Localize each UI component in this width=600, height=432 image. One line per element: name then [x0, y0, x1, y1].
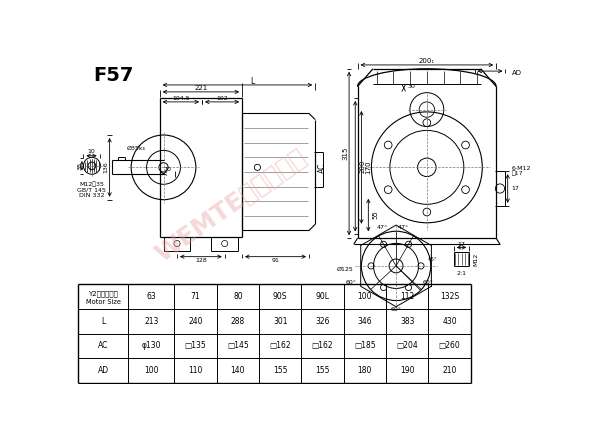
Text: 深17: 深17: [512, 171, 523, 176]
Text: 104.5: 104.5: [172, 95, 190, 101]
Text: 60°: 60°: [346, 280, 357, 286]
Text: WEMTE瓦玛特传动: WEMTE瓦玛特传动: [151, 145, 310, 267]
Text: 180: 180: [358, 366, 372, 375]
Text: 2:1: 2:1: [457, 271, 467, 276]
Text: 17: 17: [512, 186, 520, 191]
Text: □162: □162: [269, 341, 291, 350]
Text: 38: 38: [77, 162, 82, 170]
Text: AC: AC: [98, 341, 108, 350]
Text: 110: 110: [188, 366, 203, 375]
Text: 200₁: 200₁: [419, 58, 435, 64]
Text: 430: 430: [442, 317, 457, 326]
Text: 315: 315: [342, 147, 348, 160]
Text: 170: 170: [365, 161, 371, 174]
Text: L: L: [101, 317, 105, 326]
Text: 200: 200: [360, 159, 366, 173]
Text: L: L: [251, 76, 255, 86]
Text: 90L: 90L: [316, 292, 329, 301]
Text: 213: 213: [144, 317, 158, 326]
Text: 288: 288: [230, 317, 245, 326]
Text: □145: □145: [227, 341, 248, 350]
Text: φ130: φ130: [142, 341, 161, 350]
Text: M12深35: M12深35: [79, 181, 104, 187]
Text: 301: 301: [273, 317, 287, 326]
Text: 383: 383: [400, 317, 415, 326]
Text: 6-M12: 6-M12: [512, 166, 531, 172]
Text: 80: 80: [233, 292, 242, 301]
Text: 326: 326: [315, 317, 330, 326]
Text: 60°: 60°: [391, 307, 401, 311]
Text: DIN 332: DIN 332: [79, 193, 104, 197]
Text: F57: F57: [94, 66, 134, 85]
Text: 10: 10: [87, 149, 95, 155]
Text: 63: 63: [146, 292, 156, 301]
Text: 30: 30: [407, 84, 415, 89]
Text: □162: □162: [312, 341, 334, 350]
Text: 221: 221: [194, 85, 208, 91]
Text: Ø35k₆: Ø35k₆: [127, 146, 146, 151]
Text: 90S: 90S: [273, 292, 287, 301]
Text: 346: 346: [358, 317, 372, 326]
Text: 132S: 132S: [440, 292, 459, 301]
Text: □260: □260: [439, 341, 460, 350]
Text: 100: 100: [358, 292, 372, 301]
Text: 91: 91: [272, 258, 280, 263]
Text: 112: 112: [400, 292, 415, 301]
Text: □204: □204: [397, 341, 418, 350]
Text: Motor Size: Motor Size: [86, 299, 121, 305]
Text: 210: 210: [442, 366, 457, 375]
Text: 100: 100: [144, 366, 158, 375]
Text: 128: 128: [195, 258, 207, 263]
Text: AD: AD: [98, 366, 109, 375]
Text: 136: 136: [103, 162, 108, 173]
Text: 102: 102: [216, 95, 228, 101]
Text: 47°: 47°: [377, 225, 388, 230]
Text: M12: M12: [473, 252, 478, 266]
Text: 70: 70: [163, 167, 171, 172]
Text: 60°: 60°: [423, 280, 434, 286]
Text: AD: AD: [512, 70, 521, 76]
Text: 17: 17: [458, 242, 466, 247]
Text: □135: □135: [185, 341, 206, 350]
Text: 47°: 47°: [398, 225, 409, 230]
Text: Y2电机机座号: Y2电机机座号: [88, 290, 118, 297]
Text: 71: 71: [191, 292, 200, 301]
Text: 190: 190: [400, 366, 415, 375]
Text: □185: □185: [354, 341, 376, 350]
Text: 45°: 45°: [428, 257, 438, 262]
Text: 140: 140: [230, 366, 245, 375]
Text: 155: 155: [273, 366, 287, 375]
Text: 240: 240: [188, 317, 203, 326]
Text: AC: AC: [319, 162, 328, 172]
Text: Ø125: Ø125: [337, 267, 354, 272]
Text: GB/T 145: GB/T 145: [77, 187, 106, 192]
Text: 55: 55: [372, 211, 378, 219]
Text: 155: 155: [315, 366, 330, 375]
